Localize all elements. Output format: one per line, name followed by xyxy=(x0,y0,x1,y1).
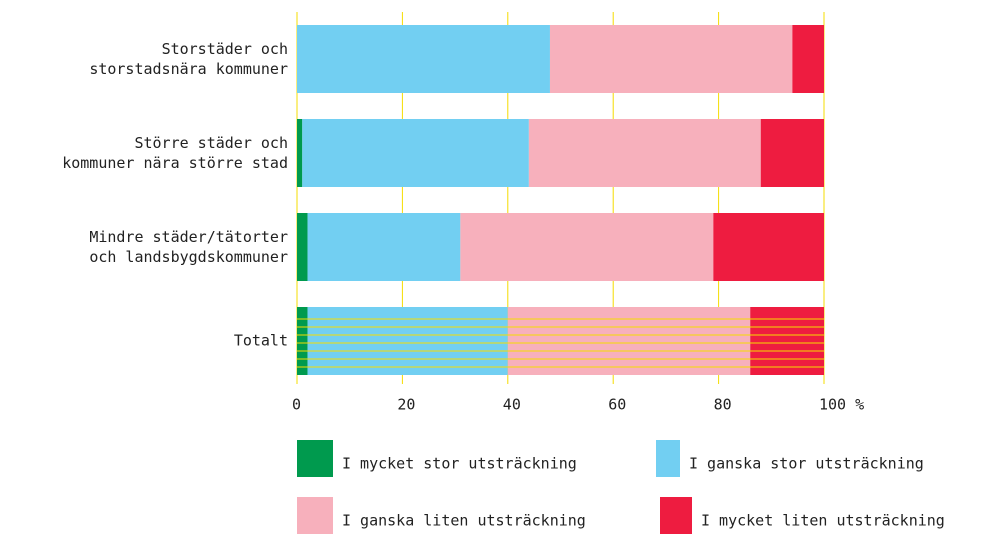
bar-segment xyxy=(302,119,529,187)
bar-segment xyxy=(297,25,550,93)
bar-segment xyxy=(297,307,308,375)
legend-swatch xyxy=(297,440,333,477)
bar-segment xyxy=(750,307,824,375)
legend-label: I mycket liten utsträckning xyxy=(701,512,945,530)
y-tick-label: Större städer och kommuner nära större st… xyxy=(62,134,288,172)
bar-segment xyxy=(297,213,308,281)
y-tick-label: Storstäder och storstadsnära kommuner xyxy=(89,40,288,78)
x-tick-label: 100 % xyxy=(819,396,864,414)
legend-label: I mycket stor utsträckning xyxy=(342,455,577,473)
bar-segment xyxy=(507,307,751,375)
legend-label: I ganska stor utsträckning xyxy=(689,455,924,473)
bar-segment xyxy=(760,119,824,187)
bar-segment xyxy=(792,25,824,93)
y-tick-label: Mindre städer/tätorter och landsbygdskomm… xyxy=(89,228,288,266)
x-tick-label: 40 xyxy=(503,396,521,414)
x-tick-label: 20 xyxy=(397,396,415,414)
legend-swatch xyxy=(297,497,333,534)
y-tick-label: Totalt xyxy=(234,332,288,350)
bar-segment xyxy=(528,119,761,187)
x-tick-label: 0 xyxy=(292,396,301,414)
bar-segment xyxy=(307,213,461,281)
bar-segment xyxy=(460,213,714,281)
bar-segment xyxy=(307,307,508,375)
bar-segment xyxy=(713,213,824,281)
x-tick-label: 80 xyxy=(714,396,732,414)
bar-segment xyxy=(297,119,303,187)
bar-segment xyxy=(549,25,793,93)
legend-label: I ganska liten utsträckning xyxy=(342,512,586,530)
x-tick-label: 60 xyxy=(608,396,626,414)
legend-swatch xyxy=(656,440,680,477)
legend-swatch xyxy=(660,497,692,534)
